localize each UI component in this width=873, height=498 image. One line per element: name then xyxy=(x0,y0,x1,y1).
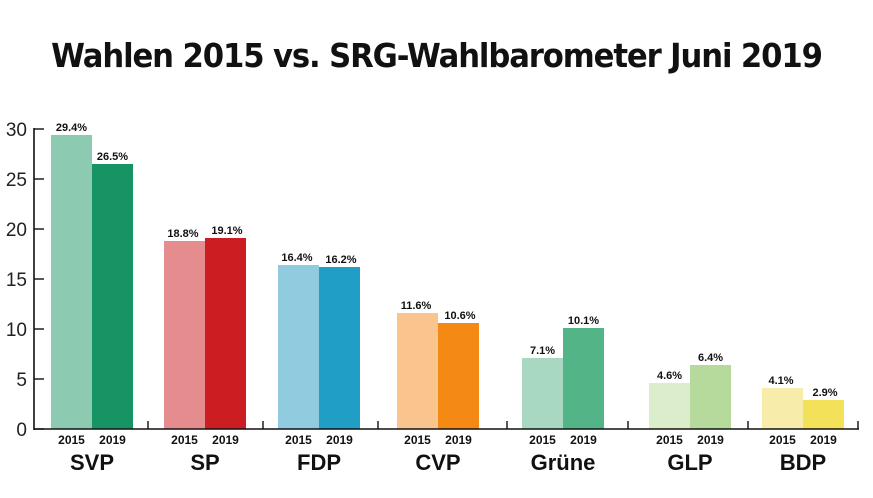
party-label: FDP xyxy=(297,450,341,475)
party-label: GLP xyxy=(667,450,712,475)
y-tick-label: 20 xyxy=(6,220,27,241)
year-label: 2019 xyxy=(810,433,837,447)
bar-svp-2019 xyxy=(92,164,133,429)
bar-glp-2015 xyxy=(649,383,690,429)
chart-title: Wahlen 2015 vs. SRG-Wahlbarometer Juni 2… xyxy=(51,36,823,75)
y-tick-label: 0 xyxy=(16,420,27,441)
axes-group: 0 5 10 15 20 25 30 xyxy=(6,120,859,441)
party-label: SVP xyxy=(70,450,114,475)
value-label: 26.5% xyxy=(97,151,128,163)
value-label: 16.2% xyxy=(325,254,356,266)
bar-fdp-2015 xyxy=(278,265,319,429)
value-label: 4.1% xyxy=(768,375,793,387)
year-label: 2015 xyxy=(58,433,85,447)
labels-group: 29.4% 2015 26.5% 2019 SVP 18.8% 2015 19.1% 2019 S… xyxy=(56,122,838,475)
value-label: 16.4% xyxy=(281,252,312,264)
value-label: 19.1% xyxy=(211,225,242,237)
year-label: 2019 xyxy=(326,433,353,447)
year-label: 2019 xyxy=(99,433,126,447)
value-label: 18.8% xyxy=(167,228,198,240)
y-tick-label: 15 xyxy=(6,270,27,291)
party-label: CVP xyxy=(415,450,460,475)
year-label: 2015 xyxy=(285,433,312,447)
y-tick-label: 25 xyxy=(6,170,27,191)
year-label: 2019 xyxy=(570,433,597,447)
value-label: 11.6% xyxy=(401,300,432,312)
y-tick-label: 10 xyxy=(6,320,27,341)
bar-fdp-2019 xyxy=(319,267,360,429)
bar-sp-2015 xyxy=(164,241,205,429)
year-label: 2015 xyxy=(529,433,556,447)
party-label: BDP xyxy=(780,450,826,475)
value-label: 2.9% xyxy=(812,387,837,399)
bar-glp-2019 xyxy=(690,365,731,429)
bar-svp-2015 xyxy=(51,135,92,429)
year-label: 2015 xyxy=(769,433,796,447)
party-label: Grüne xyxy=(531,450,596,475)
year-label: 2019 xyxy=(697,433,724,447)
year-label: 2015 xyxy=(171,433,198,447)
bar-sp-2019 xyxy=(205,238,246,429)
year-label: 2019 xyxy=(445,433,472,447)
value-label: 7.1% xyxy=(530,345,555,357)
bar-grüne-2015 xyxy=(522,358,563,429)
year-label: 2015 xyxy=(656,433,683,447)
value-label: 29.4% xyxy=(56,122,87,134)
bar-bdp-2019 xyxy=(803,400,844,429)
bar-bdp-2015 xyxy=(762,388,803,429)
bars-group xyxy=(51,135,844,429)
value-label: 10.6% xyxy=(444,310,475,322)
value-label: 6.4% xyxy=(698,352,723,364)
value-label: 10.1% xyxy=(568,315,599,327)
party-label: SP xyxy=(190,450,219,475)
bar-cvp-2019 xyxy=(438,323,479,429)
value-label: 4.6% xyxy=(657,370,682,382)
y-tick-label: 5 xyxy=(16,370,27,391)
year-label: 2019 xyxy=(212,433,239,447)
bar-cvp-2015 xyxy=(397,313,438,429)
year-label: 2015 xyxy=(404,433,431,447)
y-tick-label: 30 xyxy=(6,120,27,141)
bar-grüne-2019 xyxy=(563,328,604,429)
